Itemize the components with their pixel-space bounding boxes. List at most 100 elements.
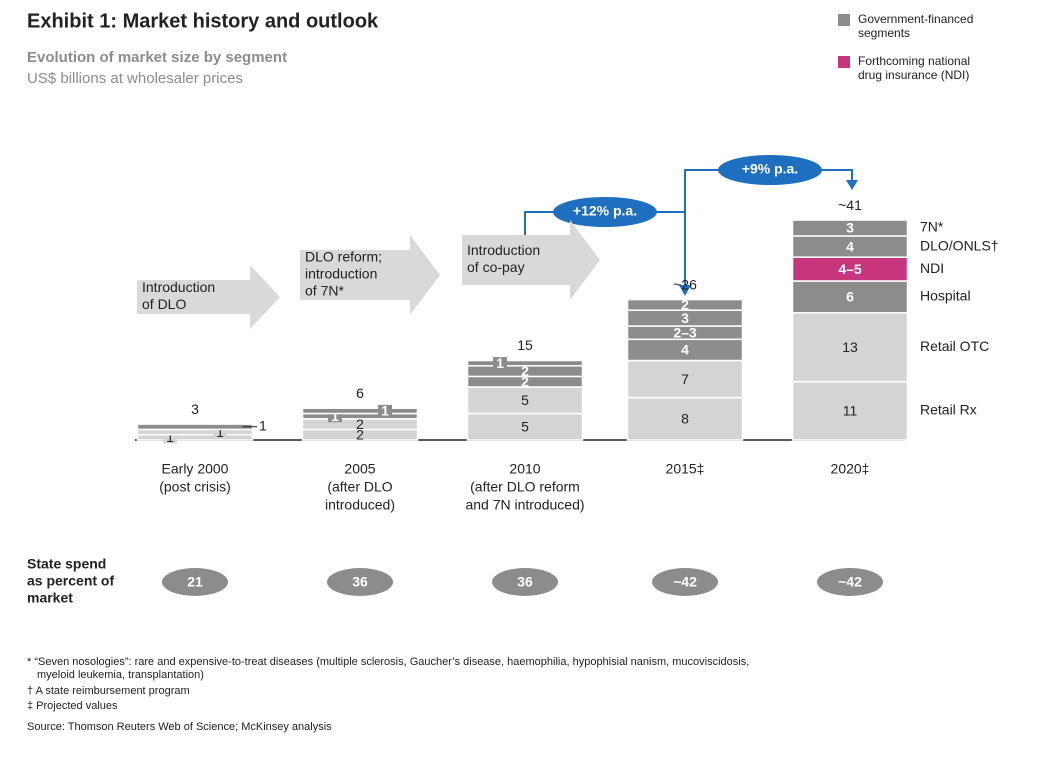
x-tick-label: 2005 bbox=[344, 461, 375, 477]
total-label: 15 bbox=[517, 337, 533, 353]
event-label: of 7N* bbox=[305, 283, 344, 299]
bar-segment bbox=[136, 423, 254, 431]
state-spend-badge bbox=[652, 568, 718, 596]
segment-label: 13 bbox=[842, 339, 858, 355]
state-spend-value: ~42 bbox=[673, 574, 697, 590]
x-tick-label: 2015‡ bbox=[666, 461, 705, 477]
bar-segment bbox=[136, 428, 254, 436]
total-label: 6 bbox=[356, 385, 364, 401]
state-spend-value: 21 bbox=[187, 574, 203, 590]
arrow-head bbox=[846, 180, 858, 190]
x-tick-note: and 7N introduced) bbox=[465, 497, 584, 513]
x-tick-label: 2020‡ bbox=[831, 461, 870, 477]
segment-label: 2 bbox=[356, 426, 364, 442]
footnote: * “Seven nosologies”: rare and expensive… bbox=[27, 656, 749, 668]
segment-label: 1 bbox=[259, 417, 267, 433]
bar-segment bbox=[791, 380, 909, 441]
event-arrow bbox=[300, 235, 440, 315]
x-tick-note: (after DLO bbox=[327, 479, 392, 495]
segment-label: 2 bbox=[681, 297, 689, 313]
title: Exhibit 1: Market history and outlook bbox=[27, 10, 379, 32]
series-name: 7N* bbox=[920, 219, 944, 235]
segment-label: 1 bbox=[216, 424, 224, 440]
x-tick-note: (post crisis) bbox=[159, 479, 231, 495]
legend-swatch bbox=[838, 14, 850, 26]
event-label: of DLO bbox=[142, 296, 186, 312]
series-name: Hospital bbox=[920, 288, 971, 304]
segment-label: 3 bbox=[846, 220, 854, 236]
segment-label: 4 bbox=[846, 238, 854, 254]
bar-segment bbox=[301, 412, 419, 420]
growth-label: +12% p.a. bbox=[573, 203, 637, 219]
segment-label: 4 bbox=[681, 342, 689, 358]
total-label: ~41 bbox=[838, 197, 862, 213]
series-name: Retail Rx bbox=[920, 402, 977, 418]
growth-badge bbox=[553, 197, 657, 227]
footnote: ‡ Projected values bbox=[27, 700, 118, 712]
event-label: DLO reform; bbox=[305, 249, 382, 265]
state-spend-value: ~42 bbox=[838, 574, 862, 590]
footnote: myeloid leukemia, transplantation) bbox=[37, 669, 204, 681]
bar-segment bbox=[466, 359, 584, 367]
label-box bbox=[378, 404, 392, 417]
x-tick-label: 2010 bbox=[509, 461, 540, 477]
footnote: † A state reimbursement program bbox=[27, 685, 190, 697]
source: Source: Thomson Reuters Web of Science; … bbox=[27, 721, 332, 733]
state-spend-value: 36 bbox=[517, 574, 533, 590]
event-arrow bbox=[462, 220, 600, 300]
bar-segment bbox=[791, 219, 909, 237]
segment-label: 2 bbox=[356, 416, 364, 432]
event-label: Introduction bbox=[467, 242, 540, 258]
bar-segment bbox=[791, 312, 909, 383]
event-arrow bbox=[137, 265, 280, 329]
legend-label: Forthcoming national bbox=[858, 54, 970, 68]
segment-label: 2–3 bbox=[673, 324, 697, 340]
segment-label: 11 bbox=[843, 403, 858, 419]
segment-label: 1 bbox=[331, 408, 339, 424]
state-spend-label: State spend bbox=[27, 556, 106, 572]
segment-label: 6 bbox=[846, 289, 854, 305]
segment-label: 4–5 bbox=[838, 261, 862, 277]
bar-segment bbox=[466, 412, 584, 441]
segment-label: 3 bbox=[681, 310, 689, 326]
x-tick-note: (after DLO reform bbox=[470, 479, 580, 495]
segment-label: 5 bbox=[521, 418, 529, 434]
total-label: 3 bbox=[191, 401, 199, 417]
event-label: Introduction bbox=[142, 279, 215, 295]
bar-segment bbox=[301, 407, 419, 415]
legend-label: Government-financed bbox=[858, 12, 973, 26]
segment-label: 7 bbox=[681, 371, 689, 387]
state-spend-label: as percent of bbox=[27, 573, 114, 589]
state-spend-badge bbox=[817, 568, 883, 596]
bar-segment bbox=[791, 280, 909, 314]
state-spend-label: market bbox=[27, 590, 73, 606]
bar-segment bbox=[626, 359, 744, 399]
legend-label: drug insurance (NDI) bbox=[858, 68, 969, 82]
label-box bbox=[493, 357, 507, 370]
series-name: Retail OTC bbox=[920, 338, 989, 354]
bar-segment bbox=[136, 433, 254, 441]
growth-label: +9% p.a. bbox=[742, 161, 798, 177]
state-spend-value: 36 bbox=[352, 574, 368, 590]
event-label: introduction bbox=[305, 266, 377, 282]
state-spend-badge bbox=[327, 568, 393, 596]
unit-note: US$ billions at wholesaler prices bbox=[27, 70, 243, 87]
arrow-head bbox=[679, 285, 691, 296]
state-spend-badge bbox=[492, 568, 558, 596]
x-tick-label: Early 2000 bbox=[162, 461, 229, 477]
segment-label: 1 bbox=[166, 429, 174, 445]
bar-segment bbox=[626, 298, 744, 311]
subtitle: Evolution of market size by segment bbox=[27, 49, 287, 66]
state-spend-badge bbox=[162, 568, 228, 596]
segment-label: 5 bbox=[521, 392, 529, 408]
legend-label: segments bbox=[858, 26, 910, 40]
x-tick-note: introduced) bbox=[325, 497, 395, 513]
series-name: NDI bbox=[920, 260, 944, 276]
series-name: DLO/ONLS† bbox=[920, 237, 999, 253]
segment-label: 2 bbox=[521, 373, 529, 389]
total-label: ~26 bbox=[673, 276, 697, 292]
segment-label: 2 bbox=[521, 363, 529, 379]
event-label: of co-pay bbox=[467, 259, 525, 275]
legend-swatch bbox=[838, 56, 850, 68]
